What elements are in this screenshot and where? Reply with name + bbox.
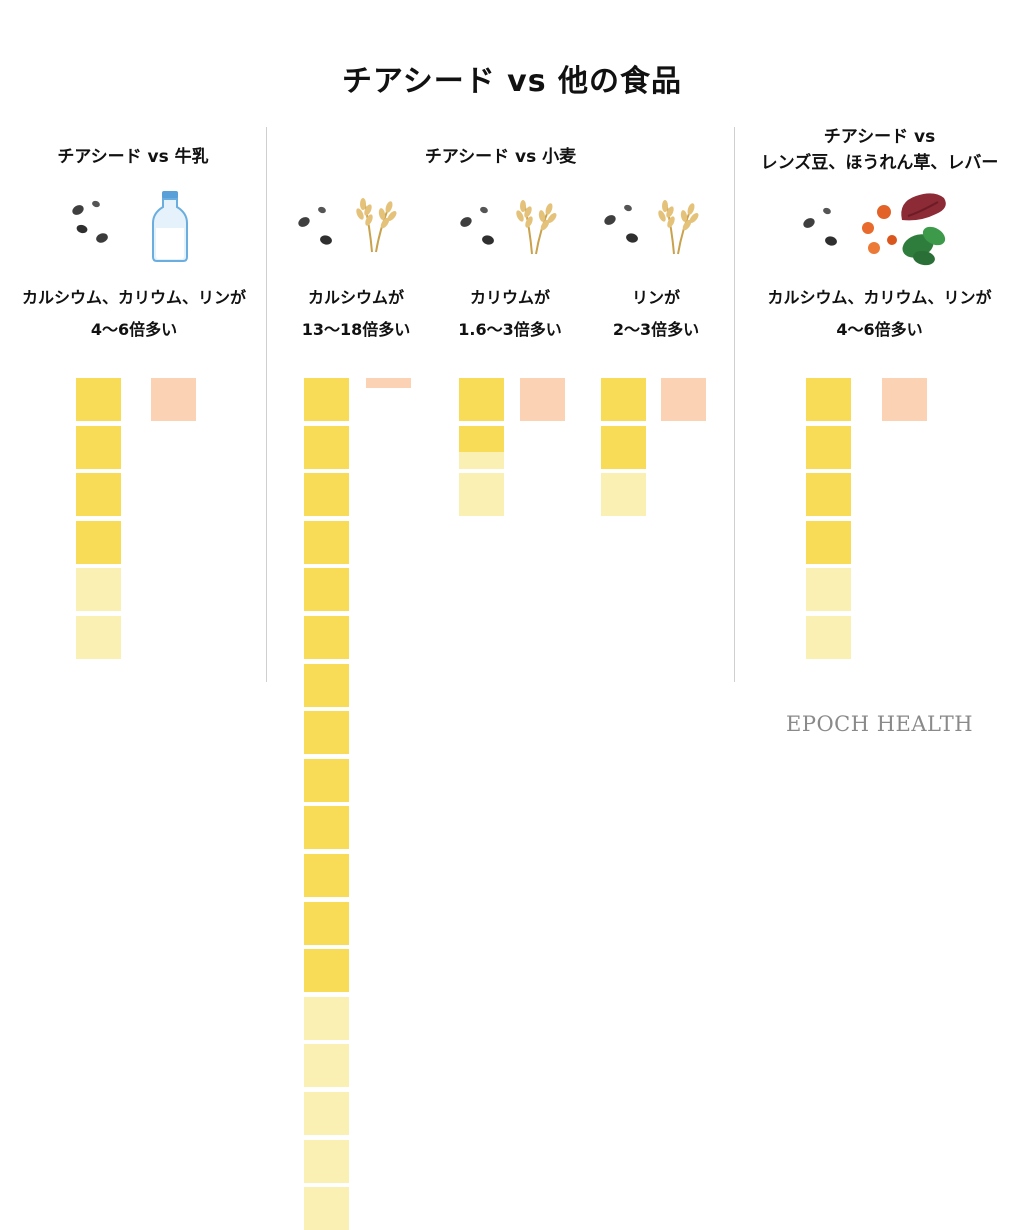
chia-bar-unit — [304, 473, 349, 517]
comparison-bar — [882, 378, 927, 421]
chart-title: チアシード vs 他の食品 — [341, 64, 683, 99]
chia-bar-unit-range — [459, 451, 504, 469]
comparison-bar — [661, 378, 706, 421]
chia-bar-unit — [304, 378, 349, 421]
comparison-bar — [366, 378, 411, 388]
chia-bar-unit — [806, 425, 851, 469]
group-caption: カルシウムが 13〜18倍多い — [272, 282, 440, 346]
caption-line: カルシウム、カリウム、リンが — [767, 288, 992, 307]
panel-title-wheat: チアシード vs 小麦 — [267, 144, 734, 170]
panel-title-line: チアシード vs — [823, 127, 936, 147]
chia-bar-unit — [76, 520, 121, 564]
caption-line: 4〜6倍多い — [90, 320, 178, 339]
chia-bar-unit — [76, 378, 121, 421]
group-caption: カルシウム、カリウム、リンが 4〜6倍多い — [737, 282, 1022, 346]
chia-bar-unit-range — [459, 473, 504, 517]
chia-seeds-icon — [604, 204, 638, 243]
chia-bar-unit — [304, 758, 349, 802]
group-caption: リンが 2〜3倍多い — [582, 282, 730, 346]
caption-line: リンが — [631, 288, 680, 307]
chia-bar-unit-range — [76, 616, 121, 659]
caption-line: カリウムが — [469, 288, 550, 307]
chia-bar-unit — [304, 949, 349, 993]
brand-logo: EPOCH HEALTH — [786, 712, 974, 736]
panel-title-line: チアシード vs 小麦 — [424, 147, 577, 167]
chia-bar-unit — [601, 378, 646, 421]
chia-bar-unit — [806, 473, 851, 517]
group-caption: カリウムが 1.6〜3倍多い — [440, 282, 580, 346]
panel-title-line: チアシード vs 牛乳 — [57, 147, 209, 167]
caption-line: 13〜18倍多い — [301, 320, 411, 339]
chia-bar-unit — [806, 520, 851, 564]
chia-seeds-icon — [803, 207, 837, 246]
chia-bar-unit-range — [806, 568, 851, 612]
chia-bar-unit-range — [304, 1044, 349, 1088]
panel-divider — [734, 127, 735, 682]
lentils-spinach-liver-icon — [862, 193, 946, 266]
chia-bar-unit-range — [806, 616, 851, 659]
chia-bar-unit — [304, 520, 349, 564]
chia-bar-unit — [459, 378, 504, 421]
chia-bar-unit-range — [76, 568, 121, 612]
chia-bar-unit — [601, 425, 646, 469]
caption-line: 4〜6倍多い — [836, 320, 923, 339]
chia-bar-unit — [304, 568, 349, 612]
chia-bar-unit-range — [304, 1187, 349, 1230]
caption-line: 2〜3倍多い — [612, 320, 700, 339]
chia-bar-unit-range — [304, 1139, 349, 1183]
chia-bar-unit — [304, 901, 349, 945]
chia-seeds-icon — [72, 200, 108, 243]
caption-line: 1.6〜3倍多い — [458, 320, 562, 339]
caption-line: カルシウム、カリウム、リンが — [21, 288, 246, 307]
comparison-bar — [151, 378, 196, 421]
chia-bar-unit — [806, 378, 851, 421]
chia-bar-unit — [304, 616, 349, 659]
chia-bar-unit — [459, 425, 504, 452]
caption-line: カルシウムが — [307, 288, 404, 307]
chia-bar-unit — [304, 425, 349, 469]
panel-title-lentils-spinach-liver: チアシード vs レンズ豆、ほうれん草、レバー — [735, 124, 1024, 176]
chia-bar-unit — [76, 473, 121, 517]
panel-title-milk: チアシード vs 牛乳 — [0, 144, 266, 170]
panel-divider — [266, 127, 267, 682]
wheat-icon — [356, 198, 397, 253]
chia-bar-unit-range — [601, 473, 646, 517]
milk-bottle-icon — [152, 191, 188, 262]
chia-bar-unit — [304, 711, 349, 755]
comparison-bar — [520, 378, 565, 421]
chia-bar-unit — [304, 854, 349, 897]
chia-bar-unit-range — [304, 1092, 349, 1135]
group-caption: カルシウム、カリウム、リンが 4〜6倍多い — [2, 282, 266, 346]
chia-seeds-icon — [298, 206, 332, 245]
chia-seeds-icon — [460, 206, 494, 245]
panel-title-line: レンズ豆、ほうれん草、レバー — [760, 153, 999, 173]
wheat-icon — [516, 200, 557, 255]
chia-bar-unit — [76, 425, 121, 469]
chia-bar-unit — [304, 663, 349, 707]
wheat-icon — [658, 200, 699, 255]
chia-bar-unit — [304, 806, 349, 850]
chia-bar-unit-range — [304, 996, 349, 1040]
